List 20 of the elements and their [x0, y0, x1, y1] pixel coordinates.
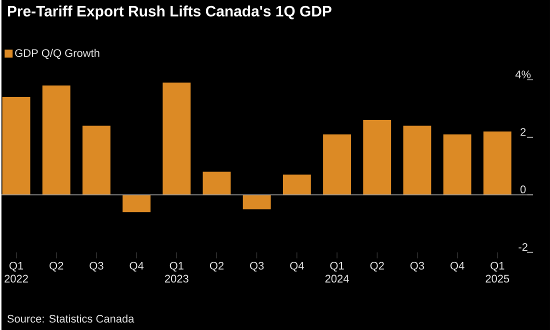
x-tick-label: Q4: [450, 262, 464, 272]
legend-label: GDP Q/Q Growth: [15, 48, 100, 59]
x-tick-label: Q3: [410, 262, 424, 272]
y-tick-label: 2: [520, 128, 526, 136]
x-tick-label: Q1 2023: [165, 262, 188, 282]
x-tick-label: Q3: [250, 262, 264, 272]
x-tick-label: Q2: [370, 262, 384, 272]
y-tick-label: -2: [518, 243, 528, 251]
x-tick-label: Q1 2022: [4, 262, 28, 282]
y-tick-label: 0: [520, 185, 526, 194]
x-tick-label: Q1 2025: [486, 262, 510, 282]
x-tick-label: Q2: [210, 262, 224, 272]
x-tick-label: Q4: [290, 262, 304, 272]
x-tick-label: Q1 2024: [325, 262, 349, 282]
y-tick-label: 4%: [515, 70, 531, 78]
x-tick-label: Q4: [130, 262, 144, 272]
source-note: Source: Statistics Canada: [7, 314, 134, 323]
x-tick-label: Q3: [90, 262, 104, 272]
chart-title: Pre-Tariff Export Rush Lifts Canada's 1Q GDP: [8, 5, 332, 20]
x-tick-label: Q2: [50, 262, 64, 272]
